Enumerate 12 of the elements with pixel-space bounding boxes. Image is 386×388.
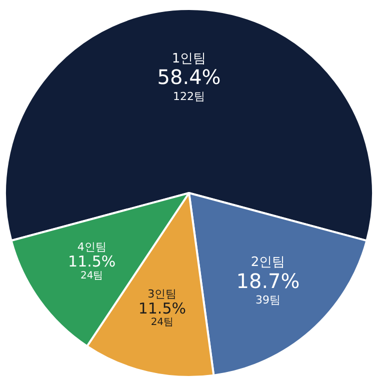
text: 24팀	[150, 317, 174, 328]
slice-label: 1인팀	[172, 51, 206, 66]
data-label: 11.5%	[68, 252, 116, 271]
text: 24팀	[80, 270, 104, 282]
slice-label: 2인팀	[250, 255, 286, 270]
text: 39팀	[256, 294, 281, 307]
slice-label: 4인팀	[77, 240, 106, 254]
data-label: 11.5%	[138, 299, 186, 318]
data-label: 58.4%	[157, 65, 221, 90]
text: 122팀	[173, 90, 206, 103]
slice-label: 3인팀	[148, 287, 177, 300]
data-label: 18.7%	[236, 268, 300, 293]
